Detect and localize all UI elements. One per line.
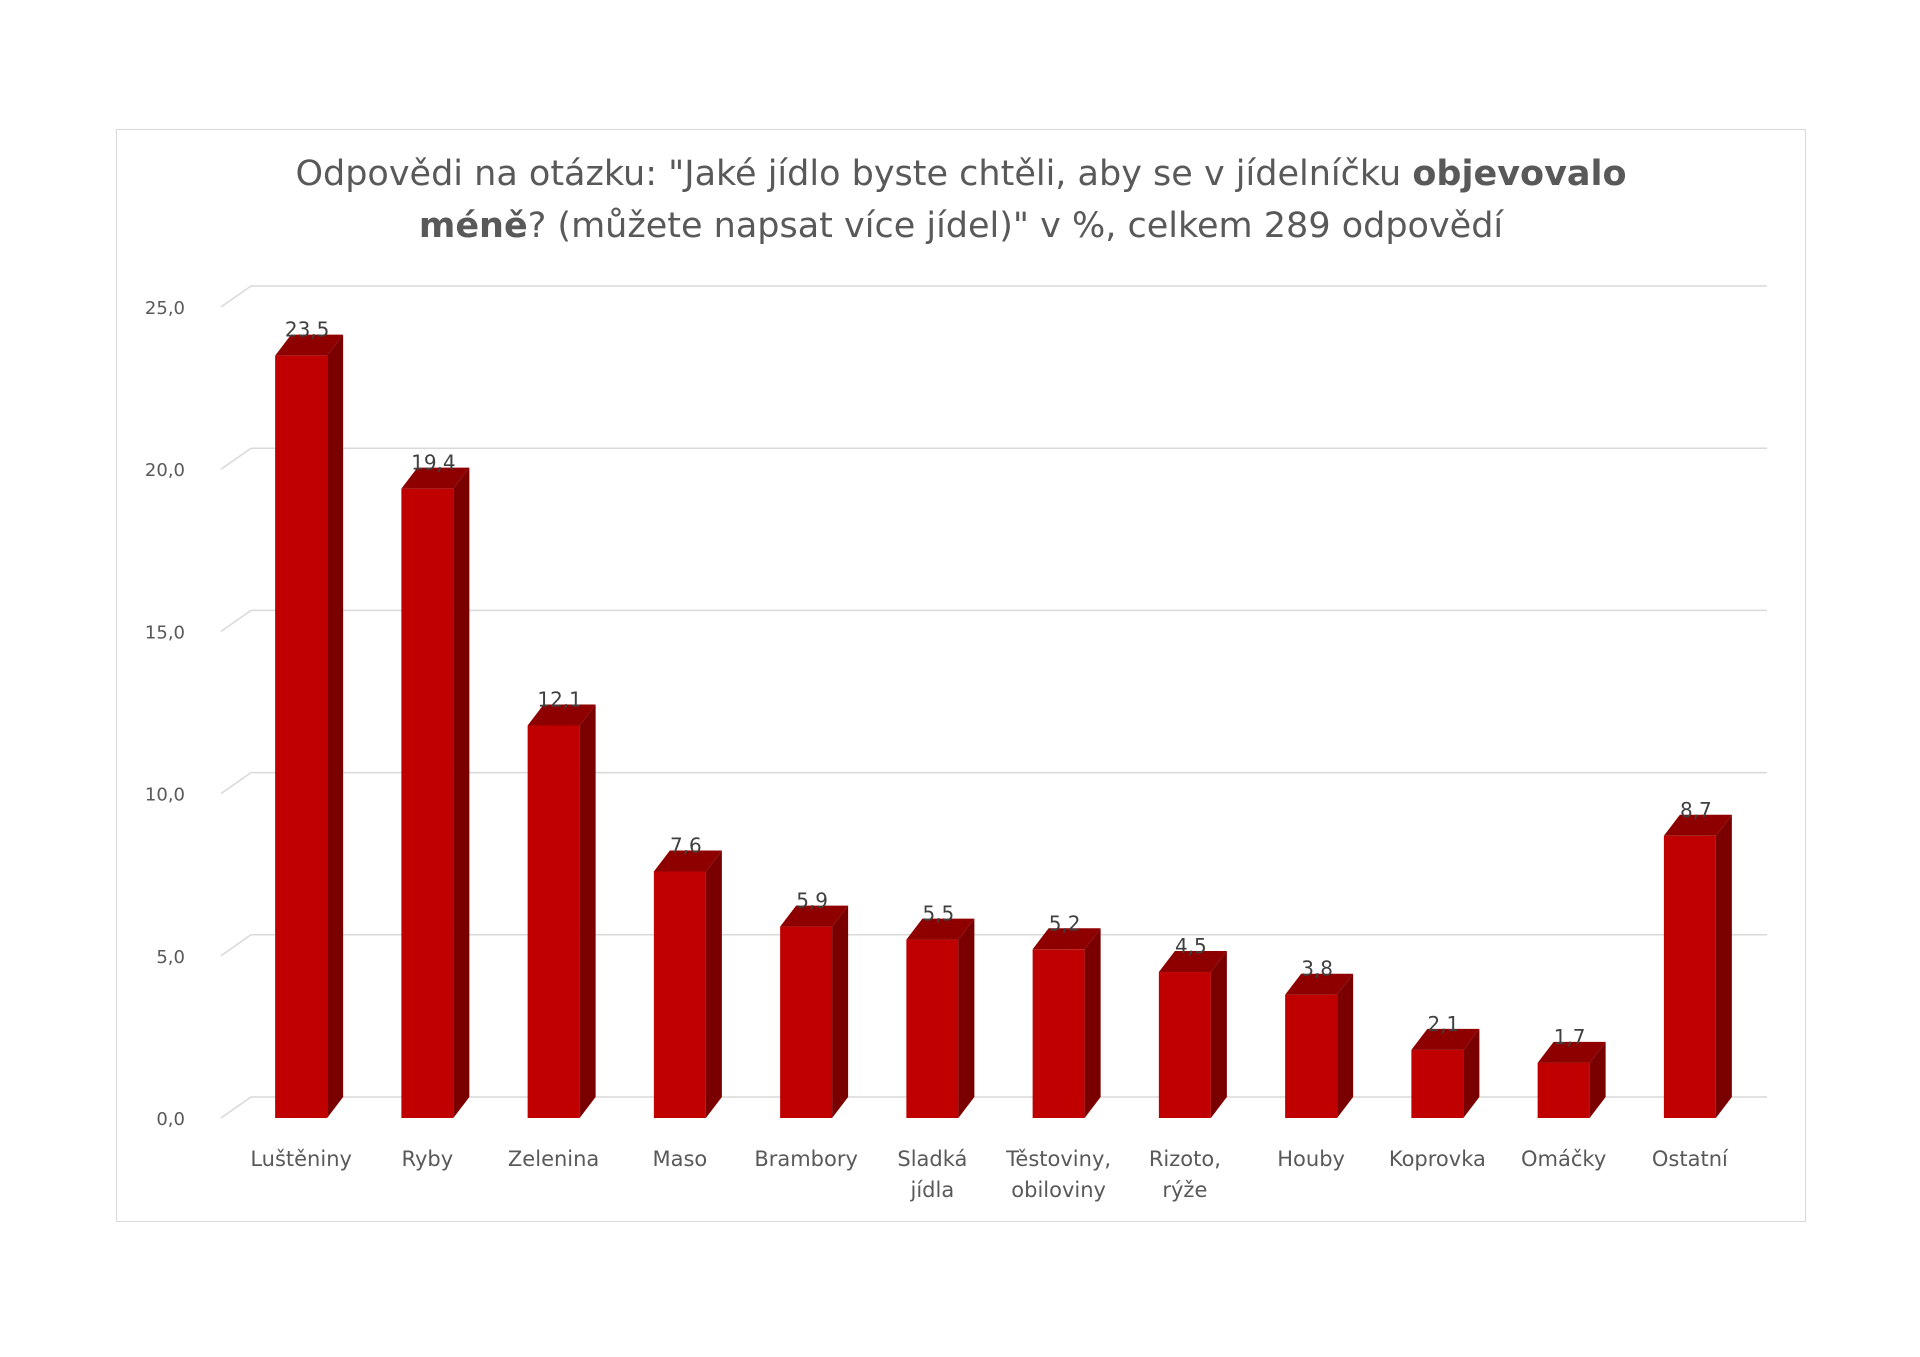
bar-top: [401, 467, 470, 489]
y-tick-label: 0,0: [156, 1109, 185, 1130]
bar-front: [401, 488, 454, 1118]
category-label-line: Brambory: [754, 1147, 858, 1171]
bar-top: [527, 704, 596, 726]
bar-side: [1210, 951, 1227, 1118]
bar-front: [1663, 835, 1716, 1118]
bar-side: [579, 704, 596, 1118]
category-label: Sladká jídla: [897, 1147, 967, 1202]
chart-title-emphasis-2: méně: [418, 206, 528, 246]
bar-front: [1537, 1062, 1590, 1118]
data-label: 23,5: [285, 318, 330, 342]
y-tick-label: 25,0: [145, 298, 185, 319]
y-tick-label: 15,0: [145, 622, 185, 643]
bar-top: [1411, 1028, 1480, 1050]
bar-side: [958, 918, 975, 1118]
bar-side: [1715, 814, 1732, 1118]
category-label-line: jídla: [910, 1178, 955, 1202]
bar-front: [1285, 994, 1338, 1118]
category-label-line: Maso: [652, 1147, 707, 1171]
data-label: 4,5: [1175, 934, 1207, 958]
chart-title-part-2: ? (můžete napsat více jídel)" v %, celke…: [527, 206, 1504, 246]
bar-side: [1589, 1041, 1606, 1118]
bar-side: [832, 905, 849, 1118]
category-label-line: Omáčky: [1521, 1147, 1606, 1171]
chart-title: Odpovědi na otázku: "Jaké jídlo byste ch…: [116, 148, 1806, 252]
data-label: 8,7: [1680, 798, 1712, 822]
category-label-line: rýže: [1162, 1178, 1207, 1202]
y-tick-label: 5,0: [156, 947, 185, 968]
gridline-depth: [220, 285, 252, 308]
category-label-line: Ostatní: [1652, 1147, 1729, 1171]
bar-top: [1285, 973, 1354, 995]
category-label-line: Koprovka: [1389, 1147, 1486, 1171]
category-label: Zelenina: [508, 1147, 599, 1171]
bar-side: [327, 334, 344, 1118]
bar-top: [1158, 951, 1227, 973]
data-label: 7,6: [670, 833, 702, 857]
data-label: 2,1: [1427, 1012, 1459, 1036]
bar-front: [275, 355, 328, 1118]
bar-front: [653, 871, 706, 1118]
bar-top: [1663, 814, 1732, 836]
data-label: 12,1: [537, 687, 582, 711]
y-tick-label: 10,0: [145, 785, 185, 806]
bar-side: [1084, 928, 1101, 1118]
data-label: 1,7: [1554, 1025, 1586, 1049]
bar-side: [705, 850, 722, 1118]
bar-top: [275, 334, 344, 356]
category-label-line: Těstoviny,: [1005, 1147, 1111, 1171]
data-label: 5,2: [1049, 911, 1081, 935]
bar-front: [1032, 949, 1085, 1118]
category-label: Brambory: [754, 1147, 858, 1171]
bar-top: [1032, 928, 1101, 950]
bar-top: [1537, 1041, 1606, 1063]
category-label-line: Zelenina: [508, 1147, 599, 1171]
bar-top: [906, 918, 975, 940]
gridline-depth: [220, 771, 252, 795]
bar-side: [1337, 973, 1354, 1118]
category-label: Těstoviny, obiloviny: [1005, 1147, 1111, 1202]
category-label: Maso: [652, 1147, 707, 1171]
bar-front: [1158, 972, 1211, 1118]
bar-front: [780, 926, 833, 1118]
category-label-line: Ryby: [402, 1147, 454, 1171]
chart-title-emphasis-1: objevovalo: [1412, 154, 1627, 194]
bar-side: [1463, 1028, 1480, 1118]
gridline-depth: [220, 934, 252, 957]
category-label: Ostatní: [1652, 1147, 1729, 1171]
data-label: 5,5: [922, 902, 954, 926]
category-label-line: obiloviny: [1011, 1178, 1106, 1202]
bar-side: [453, 467, 470, 1118]
gridline-depth: [220, 609, 252, 633]
category-label: Omáčky: [1521, 1147, 1606, 1171]
category-label-line: Luštěniny: [250, 1147, 352, 1171]
category-label: Rizoto, rýže: [1149, 1147, 1221, 1202]
gridline-depth: [220, 1096, 252, 1119]
chart-title-part-1: Odpovědi na otázku: "Jaké jídlo byste ch…: [295, 154, 1413, 194]
category-label-line: Rizoto,: [1149, 1147, 1221, 1171]
bar-front: [1411, 1049, 1464, 1118]
y-tick-label: 20,0: [145, 460, 185, 481]
category-label: Koprovka: [1389, 1147, 1486, 1171]
category-label-line: Houby: [1277, 1147, 1345, 1171]
bar-front: [527, 725, 580, 1118]
category-label: Luštěniny: [250, 1147, 352, 1171]
category-label: Ryby: [402, 1147, 454, 1171]
bar-top: [780, 905, 849, 927]
category-label-line: Sladká: [897, 1147, 967, 1171]
data-label: 19,4: [411, 451, 456, 475]
category-label: Houby: [1277, 1147, 1345, 1171]
data-label: 5,9: [796, 889, 828, 913]
bar-front: [906, 939, 959, 1118]
bar-top: [653, 850, 722, 872]
data-label: 3,8: [1301, 957, 1333, 981]
gridline-depth: [220, 447, 252, 470]
